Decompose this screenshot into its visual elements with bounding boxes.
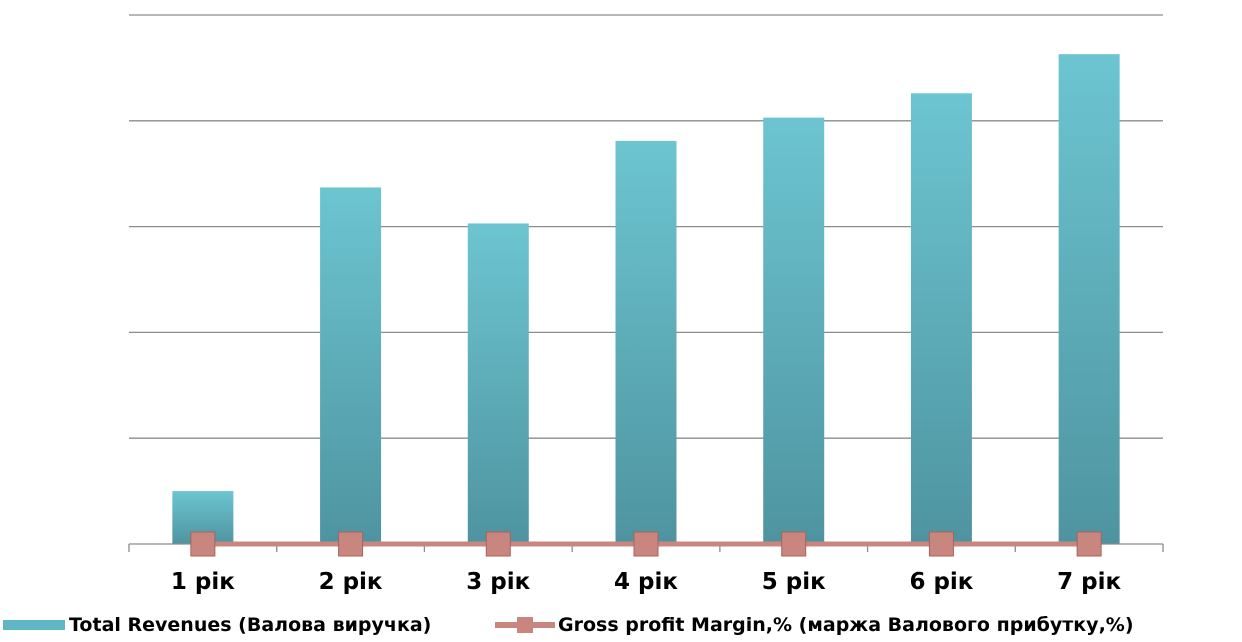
margin-marker <box>485 531 511 557</box>
legend-swatch-revenues <box>3 620 65 630</box>
line-series <box>190 531 1102 557</box>
margin-marker <box>928 531 954 557</box>
margin-marker <box>633 531 659 557</box>
category-labels: 1 рік 2 рік 3 рік 4 рік 5 рік 6 рік 7 рік <box>171 569 1122 595</box>
margin-marker <box>1076 531 1102 557</box>
legend-label-margin: Gross profit Margin,% (маржа Валового пр… <box>558 614 1134 636</box>
bar <box>763 117 825 544</box>
bar <box>910 93 972 545</box>
legend-swatch-margin-marker <box>517 617 533 633</box>
margin-marker <box>338 531 364 557</box>
category-label: 3 рік <box>466 569 530 595</box>
bar <box>615 140 677 545</box>
bar <box>467 223 529 544</box>
category-label: 4 рік <box>614 569 678 595</box>
bar-series <box>172 54 1120 545</box>
category-label: 5 рік <box>762 569 826 595</box>
margin-marker <box>781 531 807 557</box>
bar <box>320 187 382 545</box>
category-label: 1 рік <box>171 569 235 595</box>
legend-label-revenues: Total Revenues (Валова виручка) <box>69 614 431 636</box>
category-label: 7 рік <box>1057 569 1121 595</box>
legend: Total Revenues (Валова виручка) Gross pro… <box>3 614 1134 636</box>
bar <box>1058 54 1120 545</box>
category-label: 6 рік <box>909 569 973 595</box>
category-label: 2 рік <box>319 569 383 595</box>
margin-marker <box>190 531 216 557</box>
